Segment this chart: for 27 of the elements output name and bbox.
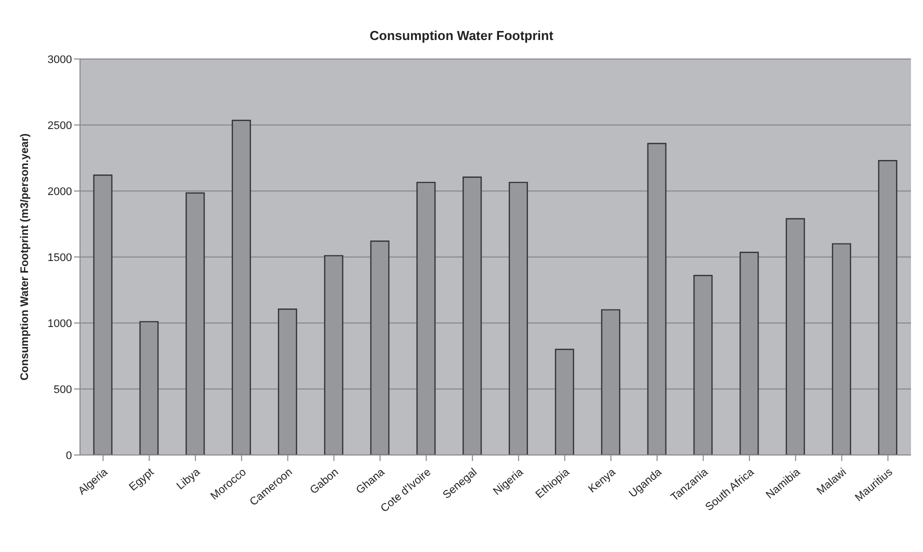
y-tick-label: 2000 bbox=[48, 186, 72, 198]
y-tick-label: 3000 bbox=[48, 54, 72, 66]
bar bbox=[186, 192, 205, 455]
bar bbox=[232, 120, 251, 455]
y-tick-label: 2500 bbox=[48, 120, 72, 132]
y-axis-title: Consumption Water Footprint (m3/person.year) bbox=[18, 133, 31, 381]
bar bbox=[647, 142, 666, 455]
bar bbox=[278, 308, 298, 455]
y-tick-label: 500 bbox=[54, 384, 72, 396]
bar bbox=[508, 182, 528, 455]
bar bbox=[878, 160, 898, 455]
bar bbox=[786, 218, 805, 455]
bar bbox=[740, 252, 759, 455]
bar bbox=[601, 309, 620, 455]
bar bbox=[370, 240, 390, 455]
bar bbox=[554, 348, 574, 455]
bar bbox=[324, 255, 344, 455]
bar bbox=[693, 274, 713, 455]
y-tick-label: 1000 bbox=[48, 318, 72, 330]
y-tick-label: 1500 bbox=[48, 252, 72, 264]
bar bbox=[93, 174, 112, 455]
chart-title: Consumption Water Footprint bbox=[368, 28, 554, 43]
bar bbox=[139, 321, 159, 455]
bar bbox=[462, 176, 482, 455]
y-tick-label: 0 bbox=[66, 450, 72, 462]
bar bbox=[416, 182, 436, 455]
bar bbox=[832, 243, 852, 455]
